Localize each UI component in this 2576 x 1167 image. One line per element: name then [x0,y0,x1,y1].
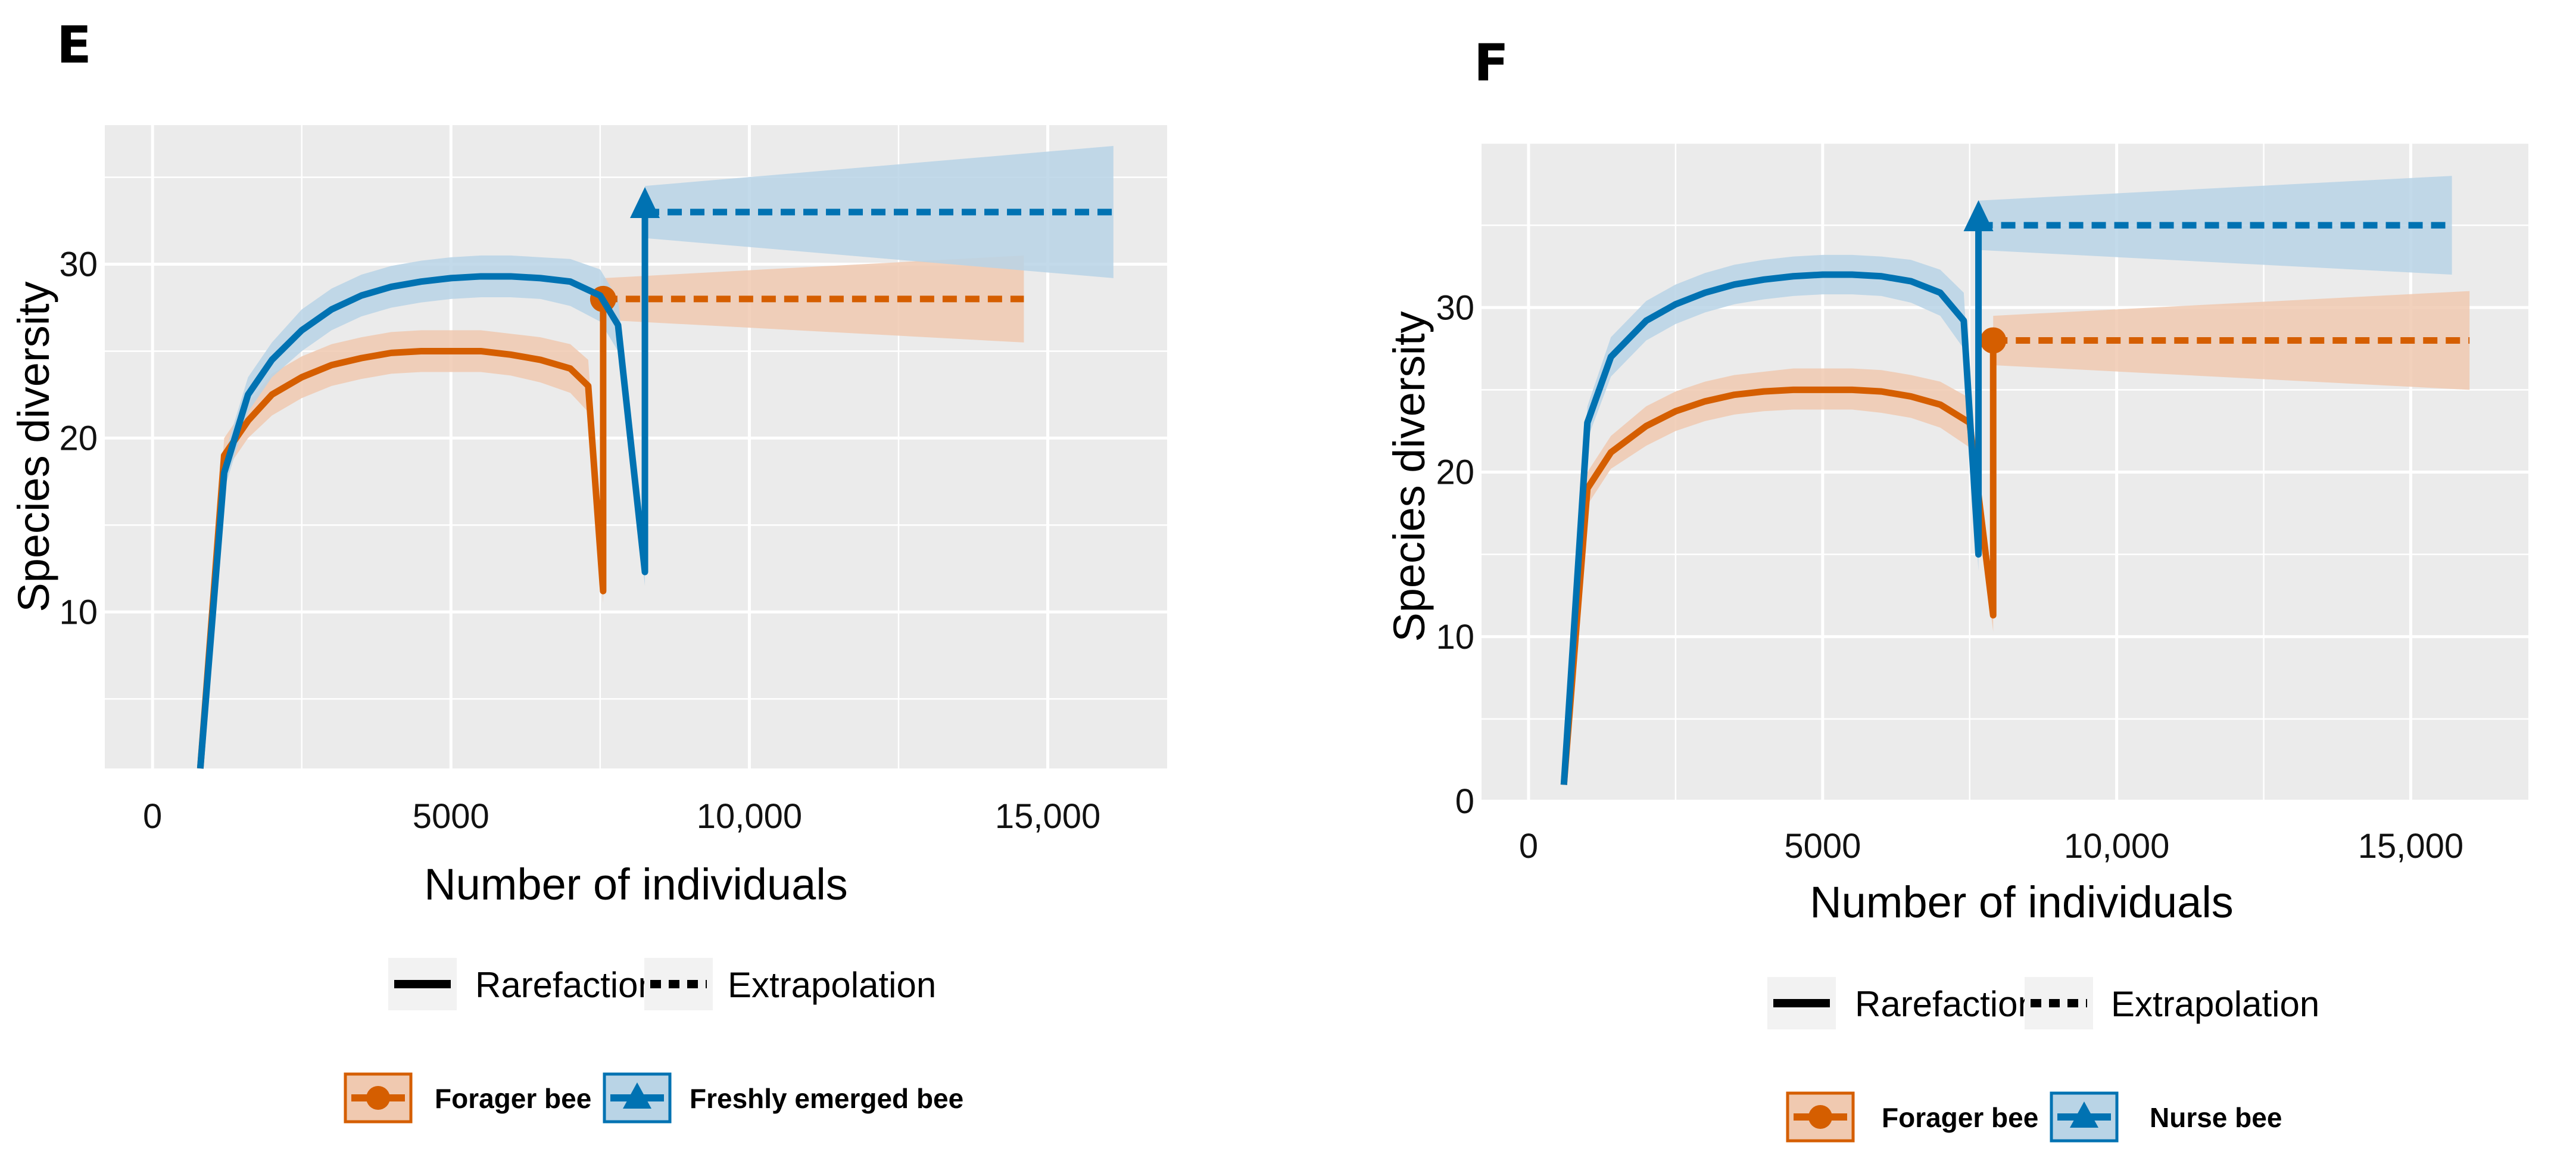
y-tick-label-f-2: 20 [1436,453,1474,492]
group-legend-e: Forager bee Freshly emerged bee [344,1072,963,1124]
x-tick-label-f-0: 0 [1519,827,1538,866]
legend-label-rarefaction-e: Rarefaction [475,965,658,1005]
x-tick-label-e-3: 15,000 [995,797,1100,836]
y-tick-label-e-0: 10 [59,593,98,631]
observed-point-nurse-bee [1963,200,1994,232]
x-axis-title-e: Number of individuals [424,860,848,909]
rarefaction-band-forager-bee [1564,316,1994,785]
observed-point-freshly-emerged-bee [630,186,660,218]
x-tick-label-e-0: 0 [143,797,162,836]
panel-f: F 0 5000 10,000 15,000 0 10 20 30 Number… [1384,33,2528,1143]
y-ticks-f: 0 10 20 30 [1436,288,1474,821]
x-tick-label-e-1: 5000 [413,797,489,836]
legend-label-forager-f: Forager bee [1882,1102,2038,1133]
x-ticks-f: 0 5000 10,000 15,000 [1519,827,2463,866]
gridlines-e [105,125,1167,768]
linetype-legend-f: Rarefaction Extrapolation [1767,977,2319,1029]
x-tick-label-f-1: 5000 [1784,827,1861,866]
x-axis-title-f: Number of individuals [1810,877,2234,927]
series-layer-e [197,146,1114,769]
y-tick-label-e-1: 20 [59,419,98,458]
rarefaction-line-freshly-emerged-bee [197,211,648,769]
panel-letter-f: F [1474,33,1509,93]
legend-circle-marker-f [1808,1105,1832,1129]
x-tick-label-f-2: 10,000 [2064,827,2169,866]
rarefaction-line-nurse-bee [1560,225,1982,785]
y-axis-title-f: Species diversity [1384,311,1434,642]
y-tick-label-e-2: 30 [59,245,98,284]
legend-triangle-marker-e [623,1082,651,1109]
x-tick-label-f-3: 15,000 [2358,827,2463,866]
legend-label-freshly-emerged-e: Freshly emerged bee [690,1083,963,1114]
y-axis-title-e: Species diversity [9,281,58,612]
group-legend-f: Forager bee Nurse bee [1786,1091,2282,1143]
rarefaction-line-forager-bee [197,298,607,769]
legend-circle-marker-e [366,1086,390,1110]
y-tick-label-f-0: 0 [1455,782,1474,821]
series-layer-f [1560,176,2470,785]
rarefaction-line-forager-bee [1560,340,1997,785]
observed-point-forager-bee [1980,327,2007,354]
legend-label-extrapolation-e: Extrapolation [728,965,936,1005]
legend-label-rarefaction-f: Rarefaction [1855,984,2038,1024]
y-tick-label-f-3: 30 [1436,288,1474,327]
rarefaction-band-freshly-emerged-bee [200,186,645,768]
x-tick-label-e-2: 10,000 [697,797,802,836]
panel-e: E 0 5000 10,000 15,000 10 20 30 Number o… [9,15,1167,1124]
y-ticks-e: 10 20 30 [59,245,98,632]
legend-label-extrapolation-f: Extrapolation [2111,984,2319,1024]
legend-triangle-marker-f [2070,1101,2098,1128]
legend-label-forager-e: Forager bee [435,1083,591,1114]
legend-label-nurse-f: Nurse bee [2150,1102,2282,1133]
panel-letter-e: E [57,15,92,75]
y-tick-label-f-1: 10 [1436,618,1474,656]
x-ticks-e: 0 5000 10,000 15,000 [143,797,1100,836]
linetype-legend-e: Rarefaction Extrapolation [388,958,936,1010]
